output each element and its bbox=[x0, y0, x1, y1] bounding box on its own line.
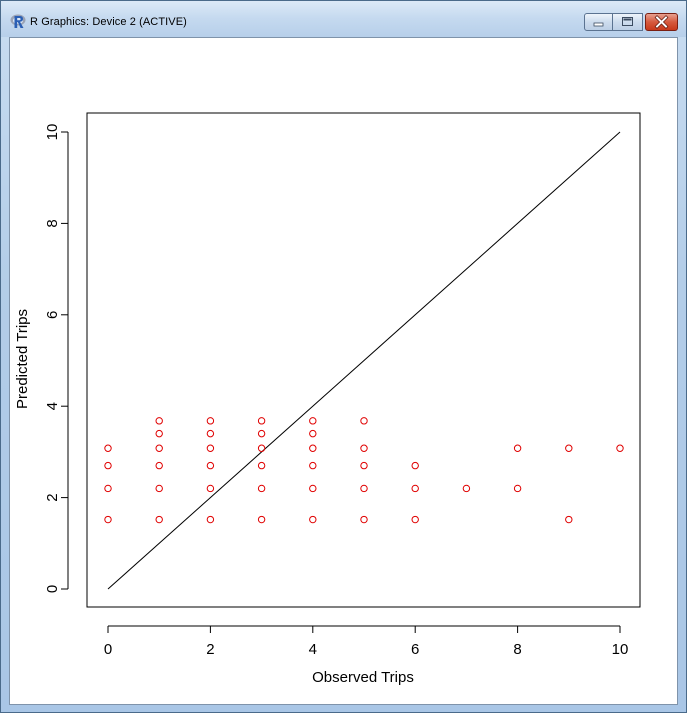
data-point bbox=[257, 429, 266, 438]
maximize-button[interactable] bbox=[613, 13, 643, 31]
data-point bbox=[411, 461, 419, 470]
data-point bbox=[360, 461, 368, 470]
data-point bbox=[206, 461, 215, 470]
x-tick-label: 8 bbox=[513, 641, 521, 658]
y-tick-label: 6 bbox=[44, 311, 61, 319]
data-point bbox=[360, 515, 368, 524]
data-point bbox=[309, 515, 317, 524]
data-point bbox=[206, 484, 215, 493]
reference-line bbox=[107, 131, 621, 590]
data-point bbox=[411, 484, 419, 493]
x-tick-label: 2 bbox=[206, 641, 214, 658]
data-point bbox=[257, 515, 266, 524]
maximize-icon bbox=[622, 17, 633, 26]
data-point bbox=[104, 444, 112, 452]
data-point bbox=[309, 444, 317, 452]
data-point bbox=[206, 444, 215, 452]
scatter-plot: 0 2 4 6 8 10 0 2 4 6 8 10 Observed Trips Predicted … bbox=[14, 112, 641, 686]
close-icon bbox=[654, 15, 669, 29]
plot-frame bbox=[86, 112, 641, 608]
data-point bbox=[513, 484, 522, 493]
data-point bbox=[513, 444, 522, 452]
y-tick-label: 10 bbox=[44, 124, 61, 141]
y-tick-label: 0 bbox=[44, 585, 61, 593]
data-point bbox=[565, 444, 573, 452]
data-point bbox=[155, 515, 163, 524]
data-point bbox=[360, 444, 368, 452]
y-tick-label: 4 bbox=[44, 402, 61, 410]
data-point bbox=[411, 515, 419, 524]
data-point bbox=[257, 461, 266, 470]
data-point bbox=[309, 417, 317, 425]
data-point bbox=[206, 515, 215, 524]
data-point bbox=[104, 484, 112, 493]
graphics-device-canvas: 0 2 4 6 8 10 0 2 4 6 8 10 Observed Trips Predicted … bbox=[9, 37, 678, 705]
data-point bbox=[104, 461, 112, 470]
minimize-icon bbox=[593, 22, 604, 27]
x-tick-label: 0 bbox=[104, 641, 112, 658]
close-button[interactable] bbox=[645, 13, 678, 31]
data-point bbox=[360, 417, 368, 425]
data-point bbox=[360, 484, 368, 493]
data-point bbox=[616, 444, 624, 452]
title-bar[interactable]: R Graphics: Device 2 (ACTIVE) bbox=[1, 1, 686, 37]
data-point bbox=[257, 444, 266, 452]
data-point bbox=[155, 417, 163, 425]
x-tick-label: 10 bbox=[612, 641, 629, 658]
x-tick-label: 6 bbox=[411, 641, 419, 658]
x-tick-label: 4 bbox=[309, 641, 317, 658]
y-tick-label: 2 bbox=[44, 493, 61, 501]
y-axis-title: Predicted Trips bbox=[14, 309, 31, 409]
data-point bbox=[309, 484, 317, 493]
y-tick-label: 8 bbox=[44, 219, 61, 227]
data-point bbox=[155, 444, 163, 452]
r-logo-icon bbox=[10, 14, 26, 28]
data-point bbox=[104, 515, 112, 524]
data-point bbox=[257, 417, 266, 425]
data-point bbox=[206, 417, 215, 425]
data-point bbox=[155, 484, 163, 493]
data-point bbox=[565, 515, 573, 524]
data-point bbox=[257, 484, 266, 493]
data-point bbox=[206, 429, 215, 438]
window-title: R Graphics: Device 2 (ACTIVE) bbox=[30, 16, 187, 28]
data-point bbox=[155, 461, 163, 470]
data-point bbox=[309, 429, 317, 438]
data-point bbox=[155, 429, 163, 438]
x-axis-title: Observed Trips bbox=[312, 669, 414, 686]
minimize-button[interactable] bbox=[584, 13, 613, 31]
data-point bbox=[462, 484, 471, 493]
data-point bbox=[309, 461, 317, 470]
